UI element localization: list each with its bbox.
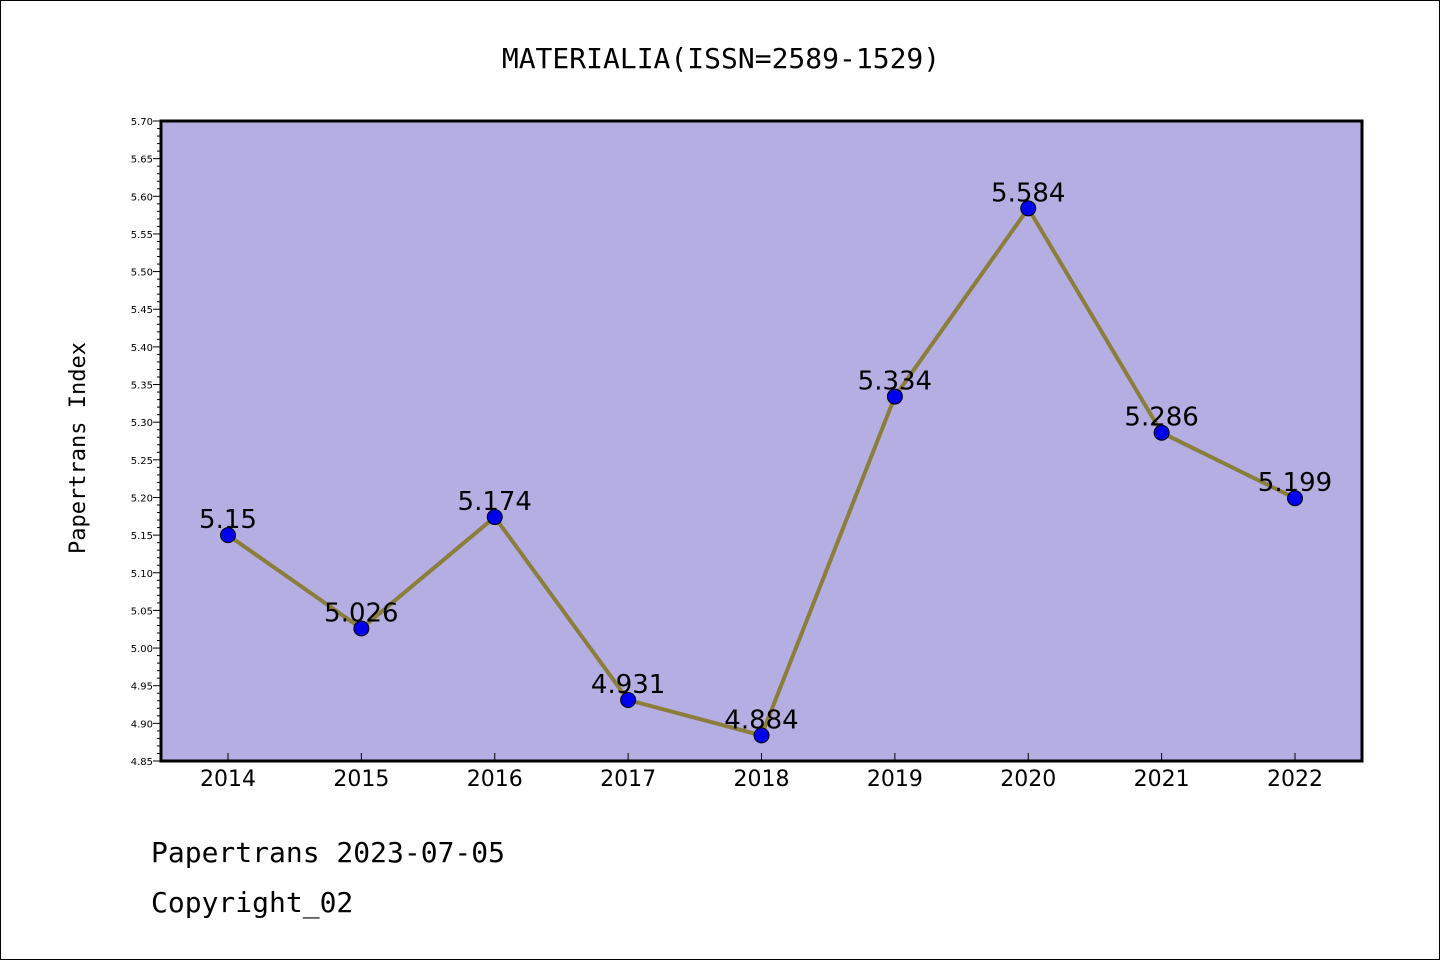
x-tick-label: 2022 (1267, 767, 1323, 792)
data-point (753, 727, 770, 744)
data-label: 4.884 (724, 705, 798, 735)
data-point (486, 509, 503, 526)
y-tick-label: 5.45 (131, 305, 153, 316)
y-tick-label: 5.10 (131, 569, 153, 580)
footer-date: Papertrans 2023-07-05 (151, 836, 506, 869)
data-label: 5.15 (199, 505, 257, 535)
x-tick-label: 2018 (734, 767, 790, 792)
plot-area (159, 119, 1364, 763)
y-tick-label: 5.15 (131, 531, 153, 542)
data-point (886, 388, 903, 405)
y-axis: 4.85 4.90 4.95 5.00 5.05 5.10 5.15 5.20 5.25 5.30… (131, 117, 161, 768)
y-axis-label: Papertrans Index (66, 342, 91, 554)
x-tick-label: 2020 (1000, 767, 1056, 792)
y-tick-label: 5.40 (131, 343, 153, 354)
y-tick-label: 4.85 (131, 757, 153, 768)
x-axis: 2014 2015 2016 2017 2018 2019 2020 2021 2022 (200, 753, 1323, 792)
data-point (1020, 200, 1037, 217)
data-point (1287, 490, 1303, 507)
y-tick-label: 5.00 (131, 644, 153, 655)
data-label: 5.334 (858, 367, 932, 397)
series-group (220, 200, 1303, 744)
y-tick-label: 4.90 (131, 719, 153, 730)
y-tick-label: 5.60 (131, 192, 153, 203)
data-point (1153, 424, 1170, 441)
data-point (220, 527, 236, 544)
data-point (620, 692, 637, 709)
data-label: 5.584 (991, 178, 1065, 208)
y-tick-label: 5.35 (131, 381, 153, 392)
data-point (353, 620, 370, 637)
y-tick-label: 5.30 (131, 418, 153, 429)
x-tick-label: 2014 (200, 767, 256, 792)
data-label: 4.931 (591, 670, 665, 700)
x-tick-label: 2016 (467, 767, 523, 792)
data-label: 5.174 (458, 487, 532, 517)
x-tick-label: 2017 (600, 767, 656, 792)
data-label: 5.026 (324, 598, 398, 628)
data-label: 5.199 (1258, 468, 1332, 498)
x-tick-label: 2021 (1134, 767, 1190, 792)
chart-title: MATERIALIA(ISSN=2589-1529) (502, 42, 940, 75)
y-tick-label: 5.65 (131, 155, 153, 166)
footer-copyright: Copyright_02 (151, 886, 354, 919)
y-tick-label: 5.70 (131, 117, 153, 128)
data-labels: 5.15 5.026 5.174 4.931 4.884 5.334 5.584 5.286 5… (199, 178, 1332, 735)
y-tick-label: 5.20 (131, 493, 153, 504)
x-tick-label: 2015 (333, 767, 389, 792)
y-tick-label: 5.05 (131, 606, 153, 617)
y-tick-label: 5.55 (131, 230, 153, 241)
y-tick-label: 5.25 (131, 456, 153, 467)
y-tick-label: 5.50 (131, 268, 153, 279)
x-tick-label: 2019 (867, 767, 923, 792)
y-tick-label: 4.95 (131, 682, 153, 693)
data-label: 5.286 (1124, 403, 1198, 433)
